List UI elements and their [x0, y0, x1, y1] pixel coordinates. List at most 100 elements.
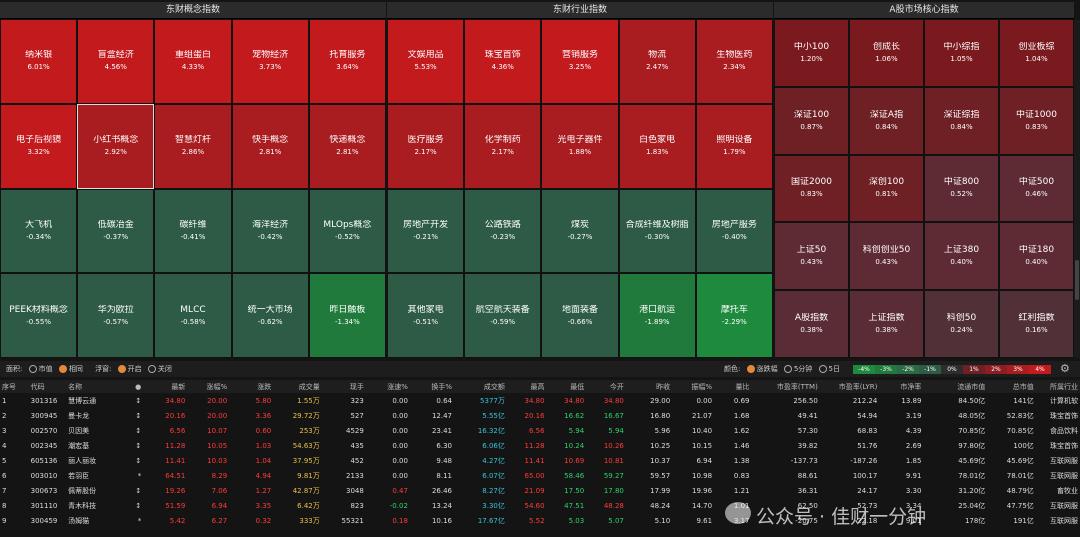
industry-tile[interactable]: 房地产服务 -0.40% — [695, 188, 773, 274]
concept-tile[interactable]: 宠物经济 3.73% — [231, 19, 309, 104]
market-tile[interactable]: 深证A指 0.84% — [849, 86, 924, 155]
column-header[interactable]: 昨收 — [625, 380, 673, 393]
concept-tile[interactable]: 海洋经济 -0.42% — [231, 188, 309, 274]
concept-tile[interactable]: 华为欧拉 -0.57% — [77, 273, 155, 358]
column-header[interactable]: 总市值 — [987, 380, 1036, 393]
industry-tile[interactable]: 地面装备 -0.66% — [541, 273, 619, 358]
industry-tile[interactable]: 物流 2.47% — [618, 19, 696, 104]
column-header[interactable]: 名称 — [66, 380, 126, 393]
table-row[interactable]: 8 301110 青木科技 ↕ 51.59 6.94 3.35 6.42万 823 -0.02 13… — [0, 498, 1080, 513]
color-opt-change[interactable]: 涨跌幅 — [756, 365, 778, 373]
column-header[interactable]: ● — [125, 380, 144, 393]
color-opt-5min[interactable]: 5分钟 — [793, 365, 813, 373]
float-opt-off[interactable]: 关闭 — [157, 365, 172, 373]
concept-tile[interactable]: 纳米银 6.01% — [0, 19, 78, 104]
concept-tile[interactable]: 盲盒经济 4.56% — [77, 19, 155, 104]
industry-tile[interactable]: 化学制药 2.17% — [464, 103, 542, 189]
table-row[interactable]: 7 300673 佩蒂股份 ↕ 19.26 7.06 1.27 42.87万 3048 0.47 2… — [0, 483, 1080, 498]
market-tile[interactable]: 中证800 0.52% — [924, 154, 999, 223]
concept-tile[interactable]: 快手概念 2.81% — [231, 103, 309, 189]
color-opt-5day[interactable]: 5日 — [828, 365, 840, 373]
market-tile[interactable]: 深证100 0.87% — [774, 86, 849, 155]
column-header[interactable]: 今开 — [586, 380, 626, 393]
concept-tile[interactable]: MLOps概念 -0.52% — [308, 188, 386, 274]
concept-tile[interactable]: 低碳冶金 -0.37% — [77, 188, 155, 274]
table-row[interactable]: 1 301316 慧博云通 ↕ 34.80 20.00 5.80 1.55万 323 0.00 0.… — [0, 393, 1080, 408]
concept-tile[interactable]: 重组蛋白 4.33% — [154, 19, 232, 104]
industry-tile[interactable]: 煤炭 -0.27% — [541, 188, 619, 274]
column-header[interactable]: 涨速% — [365, 380, 410, 393]
concept-tile[interactable]: 碳纤维 -0.41% — [154, 188, 232, 274]
column-header[interactable]: 涨跌 — [229, 380, 274, 393]
concept-tile[interactable]: 托育服务 3.64% — [308, 19, 386, 104]
heatmap-scrollbar[interactable] — [1074, 20, 1080, 358]
market-tile[interactable]: 上证指数 0.38% — [849, 290, 924, 358]
industry-tile[interactable]: 合成纤维及树脂 -0.30% — [618, 188, 696, 274]
concept-tile[interactable]: 快递概念 2.81% — [308, 103, 386, 189]
column-header[interactable]: 流通市值 — [923, 380, 988, 393]
industry-tile[interactable]: 营销服务 3.25% — [541, 19, 619, 104]
color-radio-5min[interactable] — [783, 365, 792, 373]
column-header[interactable]: 量比 — [714, 380, 752, 393]
column-header[interactable]: 振幅% — [672, 380, 715, 393]
industry-tile[interactable]: 珠宝首饰 4.36% — [464, 19, 542, 104]
column-header[interactable]: 市盈率(TTM) — [751, 380, 820, 393]
industry-tile[interactable]: 白色家电 1.83% — [618, 103, 696, 189]
market-tile[interactable]: 中小综指 1.05% — [924, 19, 999, 87]
industry-tile[interactable]: 摩托车 -2.29% — [695, 273, 773, 358]
concept-tile[interactable]: 智慧灯杆 2.86% — [154, 103, 232, 189]
market-tile[interactable]: 科创50 0.24% — [924, 290, 999, 358]
concept-tile[interactable]: 大飞机 -0.34% — [0, 188, 78, 274]
concept-tile[interactable]: PEEK材料概念 -0.55% — [0, 273, 78, 358]
area-opt-market-cap[interactable]: 市值 — [38, 365, 53, 373]
gear-icon[interactable]: ⚙ — [1060, 362, 1070, 375]
industry-tile[interactable]: 生物医药 2.34% — [695, 19, 773, 104]
industry-tile[interactable]: 医疗服务 2.17% — [387, 103, 465, 189]
column-header[interactable]: 现手 — [321, 380, 366, 393]
industry-tile[interactable]: 港口航运 -1.89% — [618, 273, 696, 358]
table-row[interactable]: 3 002570 贝因美 ↕ 6.56 10.07 0.60 253万 4529 0.00 23.4… — [0, 423, 1080, 438]
market-tile[interactable]: A股指数 0.38% — [774, 290, 849, 358]
color-radio-5day[interactable] — [818, 365, 827, 373]
column-header[interactable]: 市盈率(LYR) — [819, 380, 880, 393]
table-row[interactable]: 2 300945 曼卡龙 ↕ 20.16 20.00 3.36 29.72万 527 0.00 12… — [0, 408, 1080, 423]
market-tile[interactable]: 上证50 0.43% — [774, 222, 849, 291]
table-row[interactable]: 4 002345 潮宏基 ↕ 11.28 10.05 1.03 54.63万 435 0.00 6.… — [0, 438, 1080, 453]
column-header[interactable]: 换手% — [409, 380, 454, 393]
market-tile[interactable]: 上证380 0.40% — [924, 222, 999, 291]
market-tile[interactable]: 中证1000 0.83% — [999, 86, 1074, 155]
concept-tile[interactable]: 小红书概念 2.92% — [77, 103, 155, 189]
industry-tile[interactable]: 其他家电 -0.51% — [387, 273, 465, 358]
market-tile[interactable]: 科创创业50 0.43% — [849, 222, 924, 291]
table-row[interactable]: 5 605136 丽人丽妆 ↕ 11.41 10.03 1.04 37.95万 452 0.00 9… — [0, 453, 1080, 468]
market-tile[interactable]: 中证180 0.40% — [999, 222, 1074, 291]
industry-tile[interactable]: 公路铁路 -0.23% — [464, 188, 542, 274]
market-tile[interactable]: 深证综指 0.84% — [924, 86, 999, 155]
concept-tile[interactable]: 电子后视镜 3.32% — [0, 103, 78, 189]
area-opt-same[interactable]: 相同 — [68, 365, 83, 373]
market-tile[interactable]: 红利指数 0.16% — [999, 290, 1074, 358]
industry-tile[interactable]: 照明设备 1.79% — [695, 103, 773, 189]
column-header[interactable]: 成交量 — [273, 380, 322, 393]
column-header[interactable]: 成交额 — [453, 380, 507, 393]
industry-tile[interactable]: 光电子器件 1.88% — [541, 103, 619, 189]
concept-tile[interactable]: 昨日触板 -1.34% — [308, 273, 386, 358]
scrollbar-thumb[interactable] — [1075, 260, 1079, 300]
column-header[interactable]: 最低 — [546, 380, 587, 393]
column-header[interactable]: 涨幅% — [187, 380, 230, 393]
concept-tile[interactable]: MLCC -0.58% — [154, 273, 232, 358]
float-radio-on[interactable] — [117, 365, 126, 373]
area-radio-market-cap[interactable] — [28, 365, 37, 373]
column-header[interactable]: 最新 — [143, 380, 188, 393]
float-radio-off[interactable] — [147, 365, 156, 373]
column-header[interactable]: 代码 — [28, 380, 67, 393]
table-row[interactable]: 6 003010 若羽臣 * 64.51 8.29 4.94 9.81万 2133 0.00 8.1… — [0, 468, 1080, 483]
market-tile[interactable]: 国证2000 0.83% — [774, 154, 849, 223]
industry-tile[interactable]: 房地产开发 -0.21% — [387, 188, 465, 274]
market-tile[interactable]: 中小100 1.20% — [774, 19, 849, 87]
market-tile[interactable]: 创业板综 1.04% — [999, 19, 1074, 87]
color-radio-change[interactable] — [746, 365, 755, 373]
column-header[interactable]: 所属行业 — [1035, 380, 1080, 393]
industry-tile[interactable]: 文娱用品 5.53% — [387, 19, 465, 104]
industry-tile[interactable]: 航空航天装备 -0.59% — [464, 273, 542, 358]
